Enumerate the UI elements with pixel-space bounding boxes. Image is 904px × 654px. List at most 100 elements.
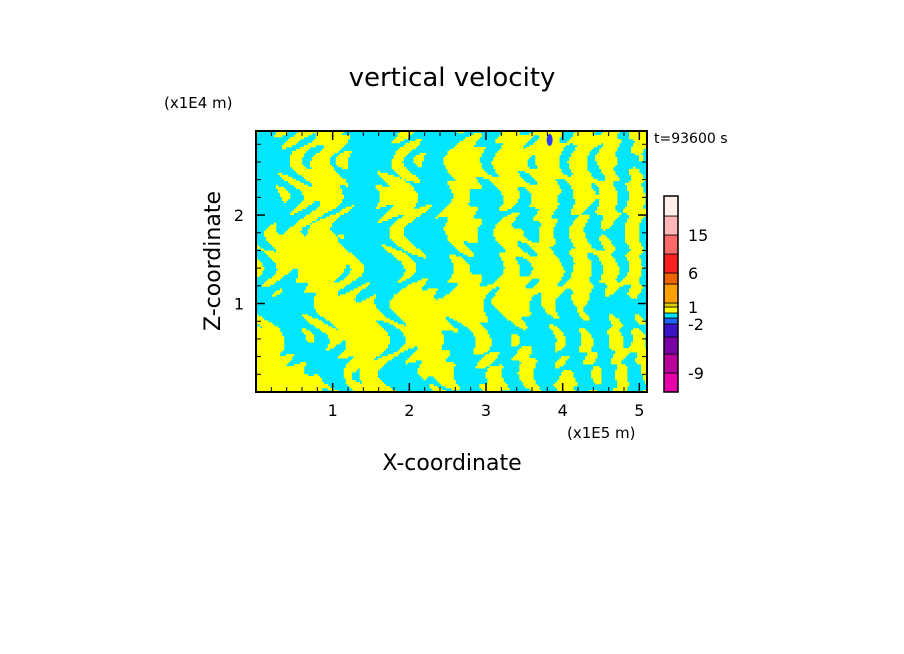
positive-velocity-run	[633, 144, 647, 148]
positive-velocity-run	[601, 234, 606, 237]
positive-velocity-run	[501, 274, 520, 277]
positive-velocity-run	[391, 162, 404, 166]
positive-velocity-run	[575, 304, 586, 307]
positive-velocity-run	[337, 164, 349, 168]
positive-velocity-run	[445, 166, 482, 170]
positive-velocity-run	[256, 376, 321, 379]
colorbar-swatch	[663, 302, 679, 308]
positive-velocity-run	[365, 282, 371, 285]
positive-velocity-run	[463, 138, 478, 142]
positive-velocity-run	[531, 246, 550, 249]
positive-velocity-run	[389, 230, 404, 233]
positive-velocity-run	[256, 246, 261, 249]
positive-velocity-run	[493, 282, 528, 285]
positive-velocity-run	[615, 374, 628, 377]
positive-velocity-run	[343, 370, 357, 373]
positive-velocity-run	[537, 282, 558, 285]
positive-velocity-run	[537, 212, 554, 215]
positive-velocity-run	[445, 154, 482, 158]
positive-velocity-run	[359, 376, 378, 379]
positive-velocity-run	[453, 196, 470, 200]
positive-velocity-run	[359, 372, 378, 375]
positive-velocity-run	[256, 268, 265, 271]
positive-velocity-run	[449, 240, 464, 243]
colorbar-swatch	[663, 312, 679, 319]
positive-velocity-run	[567, 160, 588, 164]
positive-velocity-run	[579, 348, 592, 351]
x-axis-label: X-coordinate	[382, 451, 521, 476]
positive-velocity-run	[547, 312, 558, 315]
positive-velocity-run	[539, 238, 556, 241]
positive-velocity-run	[625, 228, 640, 231]
positive-velocity-run	[569, 138, 622, 142]
positive-velocity-run	[335, 212, 345, 215]
positive-velocity-run	[599, 236, 608, 239]
positive-velocity-run	[511, 338, 520, 341]
positive-velocity-run	[413, 352, 450, 355]
positive-velocity-run	[349, 290, 361, 293]
positive-velocity-run	[601, 262, 618, 265]
positive-velocity-run	[575, 200, 594, 204]
positive-velocity-run	[549, 326, 558, 329]
positive-velocity-run	[499, 254, 530, 257]
positive-velocity-run	[351, 204, 355, 208]
positive-velocity-run	[399, 131, 414, 134]
positive-velocity-run	[539, 236, 554, 239]
positive-velocity-run	[595, 382, 602, 385]
positive-velocity-run	[487, 382, 506, 385]
positive-velocity-run	[413, 160, 422, 164]
positive-velocity-run	[449, 202, 468, 206]
positive-velocity-run	[541, 298, 556, 301]
positive-velocity-run	[256, 364, 287, 367]
positive-velocity-run	[409, 356, 448, 359]
positive-velocity-run	[517, 352, 532, 355]
positive-velocity-run	[473, 332, 488, 335]
positive-velocity-run	[339, 294, 357, 297]
positive-velocity-run	[319, 204, 339, 208]
positive-velocity-run	[573, 260, 592, 263]
positive-velocity-run	[453, 266, 470, 269]
positive-velocity-run	[391, 308, 484, 311]
positive-velocity-run	[535, 162, 560, 166]
positive-velocity-run	[271, 276, 283, 279]
positive-velocity-run	[501, 204, 514, 208]
positive-velocity-run	[401, 346, 414, 349]
positive-velocity-run	[335, 160, 349, 164]
positive-velocity-run	[493, 182, 530, 186]
positive-velocity-run	[447, 218, 482, 221]
positive-velocity-run	[573, 204, 590, 208]
positive-velocity-run	[535, 158, 560, 162]
positive-velocity-run	[265, 236, 339, 239]
positive-velocity-run	[527, 188, 562, 192]
positive-velocity-run	[443, 226, 478, 229]
positive-velocity-run	[503, 268, 520, 271]
positive-velocity-run	[397, 172, 412, 176]
positive-velocity-run	[311, 222, 333, 225]
positive-velocity-run	[539, 220, 558, 223]
positive-velocity-run	[299, 202, 313, 206]
positive-velocity-run	[581, 316, 590, 319]
positive-velocity-run	[489, 366, 504, 369]
positive-velocity-run	[293, 224, 307, 227]
positive-velocity-run	[447, 216, 474, 219]
positive-velocity-run	[291, 210, 299, 213]
positive-velocity-run	[473, 334, 490, 337]
positive-velocity-run	[267, 254, 355, 257]
positive-velocity-run	[629, 244, 642, 247]
positive-velocity-run	[569, 226, 584, 229]
positive-velocity-run	[471, 330, 488, 333]
positive-velocity-run	[256, 340, 285, 343]
positive-velocity-run	[599, 202, 618, 206]
positive-velocity-run	[525, 146, 564, 150]
positive-velocity-run	[389, 232, 404, 235]
positive-velocity-run	[607, 286, 620, 289]
positive-velocity-run	[301, 200, 315, 204]
positive-velocity-run	[599, 204, 616, 208]
positive-velocity-run	[256, 368, 305, 371]
positive-velocity-run	[445, 232, 478, 235]
positive-velocity-run	[639, 154, 644, 158]
positive-velocity-run	[293, 364, 307, 367]
positive-velocity-run	[299, 146, 311, 150]
positive-velocity-run	[573, 192, 596, 196]
positive-velocity-run	[399, 174, 416, 178]
